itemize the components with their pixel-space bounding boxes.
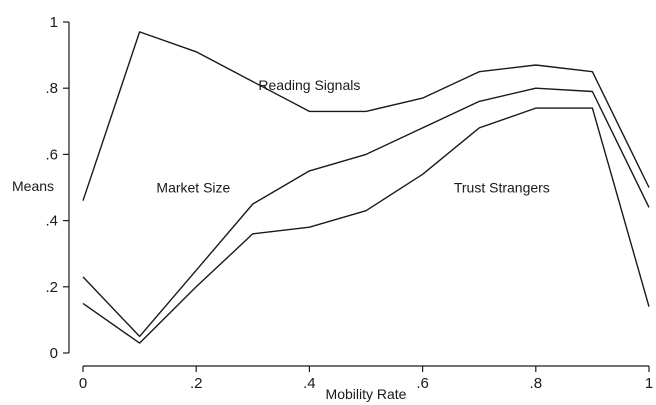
x-axis-label: Mobility Rate bbox=[326, 386, 407, 402]
y-tick-label: .6 bbox=[45, 146, 58, 163]
x-tick-label: .2 bbox=[190, 375, 203, 392]
series-label-trust-strangers: Trust Strangers bbox=[454, 180, 550, 196]
series-line-trust-strangers bbox=[82, 107, 650, 344]
y-tick-label: .4 bbox=[45, 213, 58, 230]
x-tick-label: .6 bbox=[416, 375, 429, 392]
y-tick-label: 0 bbox=[50, 345, 58, 362]
y-axis-label: Means bbox=[12, 178, 54, 194]
series-label-market-size: Market Size bbox=[156, 180, 230, 196]
series-line-market-size bbox=[82, 87, 650, 338]
y-tick-label: .2 bbox=[45, 279, 58, 296]
x-tick-label: 1 bbox=[645, 375, 653, 392]
y-tick-label: .8 bbox=[45, 80, 58, 97]
x-axis-ticks: 0 .2 .4 .6 .8 1 bbox=[79, 366, 653, 392]
series-label-reading-signals: Reading Signals bbox=[258, 77, 360, 93]
x-tick-label: 0 bbox=[79, 375, 87, 392]
y-axis-ticks: 0 .2 .4 .6 .8 1 bbox=[45, 14, 69, 362]
x-tick-label: .4 bbox=[303, 375, 316, 392]
y-tick-label: 1 bbox=[50, 14, 58, 31]
series-line-reading-signals bbox=[82, 31, 650, 201]
series-group: Reading Signals Market Size Trust Stranger… bbox=[82, 31, 650, 344]
x-tick-label: .8 bbox=[530, 375, 543, 392]
